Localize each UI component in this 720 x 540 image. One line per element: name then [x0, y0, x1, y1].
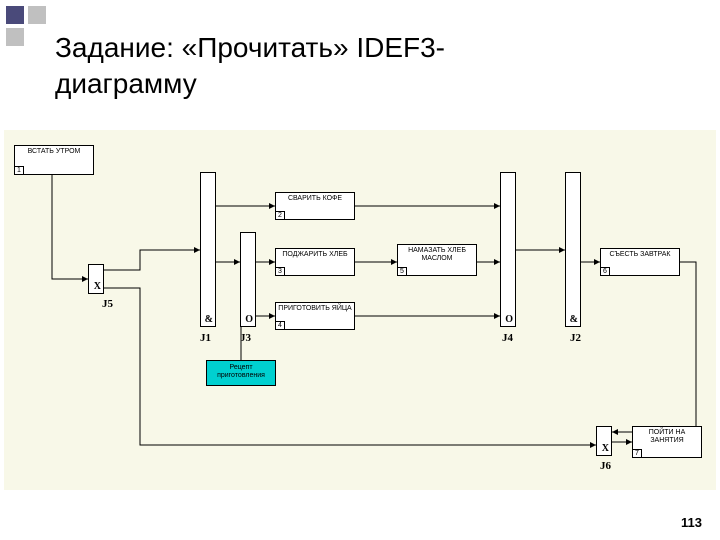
uob-number: 2 — [276, 211, 285, 219]
uob-label: ПОЙТИ НА ЗАНЯТИЯ — [633, 427, 701, 446]
uob-label: СВАРИТЬ КОФЕ — [276, 193, 354, 205]
uob-box-4: ПРИГОТОВИТЬ ЯЙЦА 4 — [275, 302, 355, 330]
junction-j5: X — [88, 264, 104, 294]
junction-j3: O — [240, 232, 256, 327]
uob-number: 6 — [601, 267, 610, 275]
uob-box-2: СВАРИТЬ КОФЕ 2 — [275, 192, 355, 220]
junction-label: J2 — [570, 332, 581, 344]
uob-box-1: ВСТАТЬ УТРОМ 1 — [14, 145, 94, 175]
uob-label: ПРИГОТОВИТЬ ЯЙЦА — [276, 303, 354, 315]
reference-box: Рецепт приготовления — [206, 360, 276, 386]
decor-sq-3 — [6, 28, 24, 46]
junction-label: J1 — [200, 332, 211, 344]
junction-j1: & — [200, 172, 216, 327]
uob-number: 4 — [276, 321, 285, 329]
uob-box-7: ПОЙТИ НА ЗАНЯТИЯ 7 — [632, 426, 702, 458]
page-number: 113 — [681, 515, 702, 530]
uob-label: ПОДЖАРИТЬ ХЛЕБ — [276, 249, 354, 261]
slide-title-line2: диаграмму — [55, 68, 197, 100]
junction-symbol: X — [602, 443, 609, 454]
uob-label: ВСТАТЬ УТРОМ — [15, 146, 93, 158]
decor-sq-1 — [6, 6, 24, 24]
uob-number: 1 — [15, 166, 24, 174]
junction-label: J3 — [240, 332, 251, 344]
junction-symbol: O — [245, 314, 253, 325]
junction-symbol: O — [505, 314, 513, 325]
uob-box-3: ПОДЖАРИТЬ ХЛЕБ 3 — [275, 248, 355, 276]
uob-box-6: СЪЕСТЬ ЗАВТРАК 6 — [600, 248, 680, 276]
junction-label: J4 — [502, 332, 513, 344]
junction-j6: X — [596, 426, 612, 456]
uob-label: НАМАЗАТЬ ХЛЕБ МАСЛОМ — [398, 245, 476, 264]
junction-j2: & — [565, 172, 581, 327]
junction-label: J5 — [102, 298, 113, 310]
uob-number: 5 — [398, 267, 407, 275]
junction-symbol: & — [570, 314, 578, 325]
junction-j4: O — [500, 172, 516, 327]
junction-symbol: & — [205, 314, 213, 325]
junction-label: J6 — [600, 460, 611, 472]
uob-number: 3 — [276, 267, 285, 275]
uob-label: СЪЕСТЬ ЗАВТРАК — [601, 249, 679, 261]
slide-title-line1: Задание: «Прочитать» IDEF3- — [55, 32, 445, 64]
decor-sq-2 — [28, 6, 46, 24]
junction-symbol: X — [94, 281, 101, 292]
uob-number: 7 — [633, 449, 642, 457]
uob-box-5: НАМАЗАТЬ ХЛЕБ МАСЛОМ 5 — [397, 244, 477, 276]
